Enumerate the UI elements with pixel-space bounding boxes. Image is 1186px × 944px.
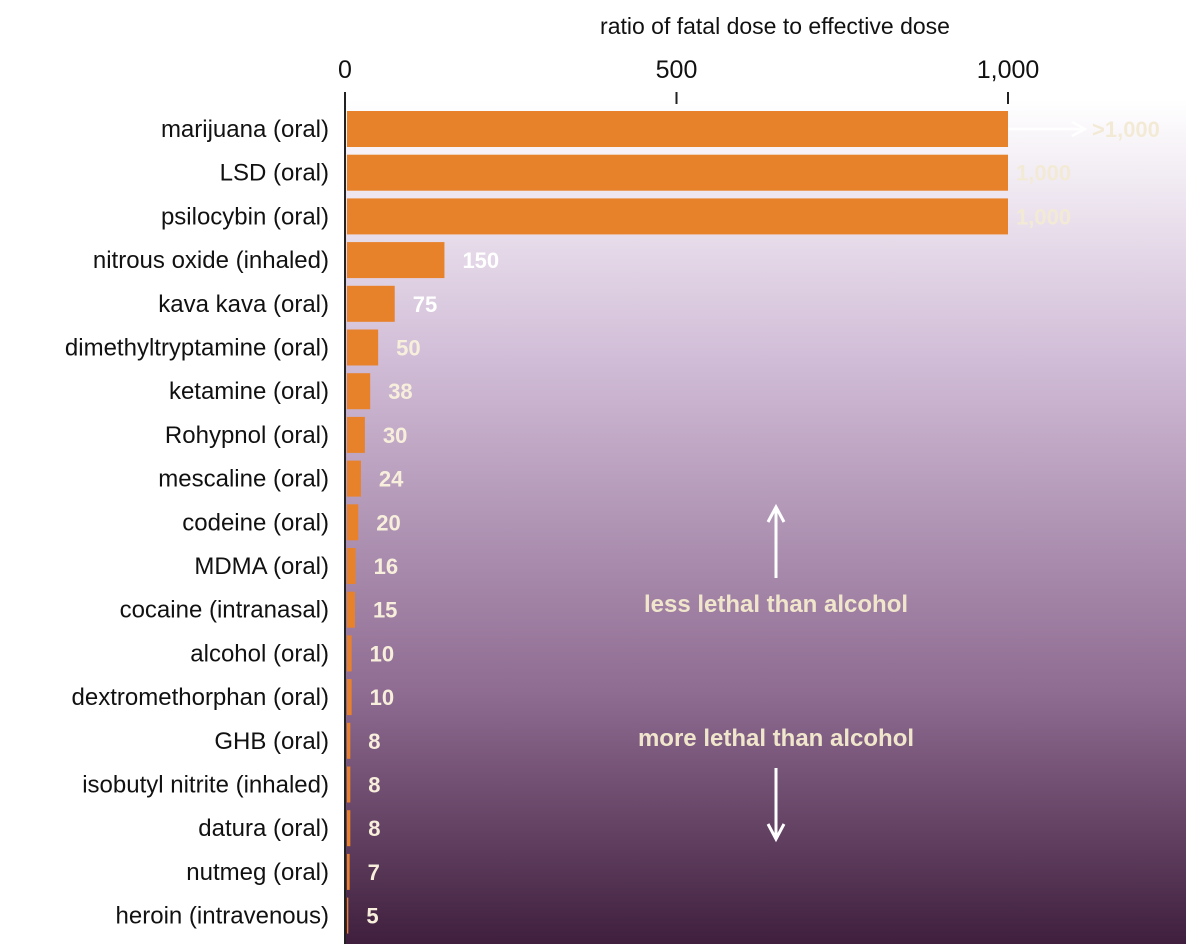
category-label: marijuana (oral) (161, 116, 329, 143)
x-tick-label: 500 (656, 56, 698, 84)
value-label: 1,000 (1016, 161, 1071, 186)
value-label: >1,000 (1092, 117, 1160, 142)
bar (347, 460, 361, 497)
bar (347, 810, 351, 847)
value-label: 30 (383, 423, 407, 448)
value-label: 16 (374, 554, 398, 579)
bar (347, 635, 352, 672)
bar (347, 242, 445, 279)
value-label: 15 (373, 598, 397, 623)
value-label: 8 (368, 816, 380, 841)
category-label: kava kava (oral) (158, 291, 329, 318)
category-label: isobutyl nitrite (inhaled) (82, 772, 329, 799)
more-lethal-label: more lethal than alcohol (638, 725, 914, 752)
value-label: 10 (370, 641, 394, 666)
category-label: codeine (oral) (182, 509, 329, 536)
bar (347, 679, 352, 716)
value-label: 10 (370, 685, 394, 710)
category-label: LSD (oral) (220, 160, 329, 187)
category-label: alcohol (oral) (190, 640, 329, 667)
category-label: nitrous oxide (inhaled) (93, 247, 329, 274)
bar (347, 373, 371, 410)
up-arrow-icon (766, 503, 786, 578)
category-label: MDMA (oral) (194, 553, 329, 580)
x-axis-title: ratio of fatal dose to effective dose (600, 13, 950, 39)
bar (347, 285, 395, 322)
value-label: 8 (368, 773, 380, 798)
value-label: 8 (368, 729, 380, 754)
bar (347, 548, 356, 584)
bar (347, 198, 1008, 235)
category-label: dextromethorphan (oral) (72, 684, 329, 711)
down-arrow-icon (766, 768, 786, 843)
category-label: ketamine (oral) (169, 378, 329, 405)
x-tick-label: 0 (338, 56, 352, 84)
bar (347, 504, 359, 541)
category-label: datura (oral) (198, 815, 329, 842)
value-label: 5 (366, 904, 378, 929)
category-label: heroin (intravenous) (116, 903, 329, 930)
bar (347, 416, 365, 453)
bar (347, 766, 351, 803)
bar (347, 329, 379, 366)
value-label: 50 (396, 336, 420, 361)
category-label: cocaine (intranasal) (120, 597, 329, 624)
bar (347, 591, 355, 628)
value-label: 38 (388, 379, 412, 404)
category-label: Rohypnol (oral) (165, 422, 329, 449)
value-label: 150 (462, 248, 499, 273)
value-label: 7 (368, 860, 380, 885)
category-label: dimethyltryptamine (oral) (65, 335, 329, 362)
category-label: psilocybin (oral) (161, 203, 329, 230)
plot-background (345, 100, 1186, 944)
category-label: nutmeg (oral) (186, 859, 329, 886)
bar (347, 722, 351, 759)
overflow-arrow-icon (1008, 120, 1088, 138)
category-label: GHB (oral) (214, 728, 329, 755)
value-label: 1,000 (1016, 204, 1071, 229)
less-lethal-label: less lethal than alcohol (644, 591, 908, 618)
bar (347, 154, 1008, 191)
value-label: 20 (376, 510, 400, 535)
value-label: 75 (413, 292, 437, 317)
bar (347, 111, 1008, 147)
bar (347, 897, 349, 934)
category-label: mescaline (oral) (158, 466, 329, 493)
x-tick-label: 1,000 (977, 56, 1040, 84)
bar (347, 853, 350, 890)
value-label: 24 (379, 467, 404, 492)
